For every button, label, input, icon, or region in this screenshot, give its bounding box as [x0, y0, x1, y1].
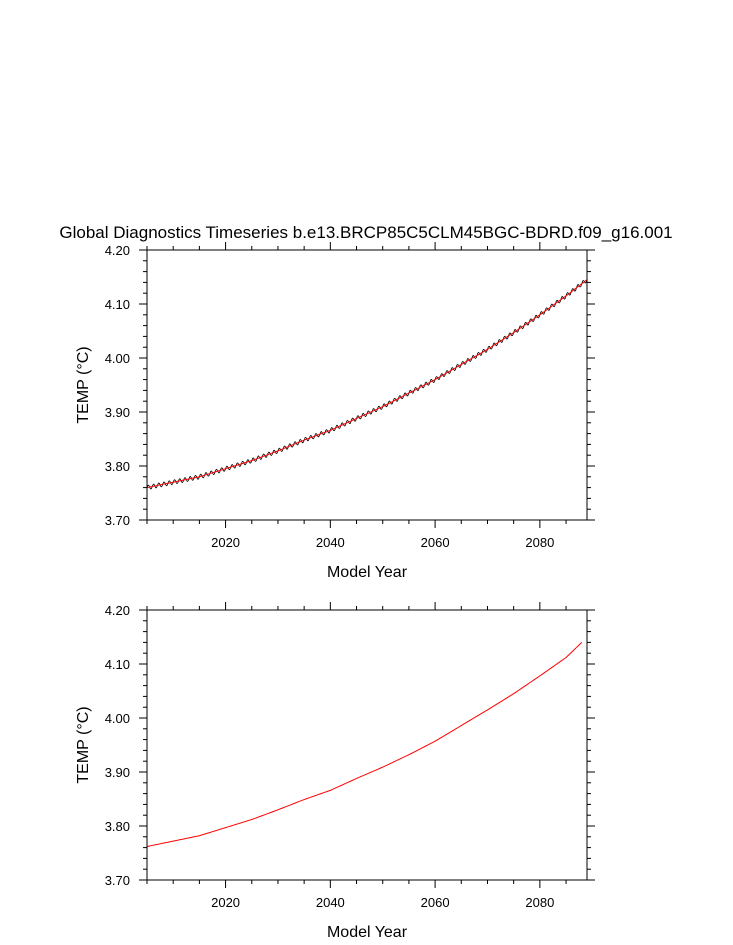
y-tick-label: 3.80	[105, 459, 130, 474]
y-tick-label: 3.70	[105, 873, 130, 888]
y-tick-label: 4.00	[105, 351, 130, 366]
x-axis-label: Model Year	[327, 564, 408, 581]
x-tick-label: 2020	[211, 535, 240, 550]
x-tick-label: 2040	[316, 535, 345, 550]
series-annual-line	[147, 642, 583, 848]
x-axis-label: Model Year	[327, 924, 408, 941]
x-tick-label: 2040	[316, 895, 345, 910]
y-tick-label: 4.20	[105, 243, 130, 258]
x-tick-label: 2080	[525, 895, 554, 910]
plot-area	[147, 279, 587, 490]
panel-top: 2020 2040 2060 2080 3.70 3.80 3.90 4.00 4.10 4.20…	[75, 242, 595, 581]
plot-area	[147, 642, 583, 848]
y-tick-label: 3.70	[105, 513, 130, 528]
y-tick-label: 3.80	[105, 819, 130, 834]
x-tick-label: 2080	[525, 535, 554, 550]
panel-bottom: 2020 2040 2060 2080 3.70 3.80 3.90 4.00 4.10 4.20…	[75, 602, 595, 941]
y-tick-label: 4.20	[105, 603, 130, 618]
y-axis-label: TEMP (°C)	[75, 346, 92, 423]
y-axis-label: TEMP (°C)	[75, 706, 92, 783]
series-annual-line	[147, 279, 587, 489]
x-tick-label: 2020	[211, 895, 240, 910]
x-tick-label: 2060	[421, 535, 450, 550]
y-tick-label: 3.90	[105, 405, 130, 420]
chart-title: Global Diagnostics Timeseries b.e13.BRCP…	[59, 223, 672, 242]
y-tick-label: 4.10	[105, 657, 130, 672]
y-tick-label: 3.90	[105, 765, 130, 780]
y-tick-label: 4.00	[105, 711, 130, 726]
series-monthly-line	[147, 279, 587, 490]
x-tick-label: 2060	[421, 895, 450, 910]
axes-frame	[146, 249, 588, 521]
axes-frame	[146, 609, 588, 881]
y-tick-label: 4.10	[105, 297, 130, 312]
